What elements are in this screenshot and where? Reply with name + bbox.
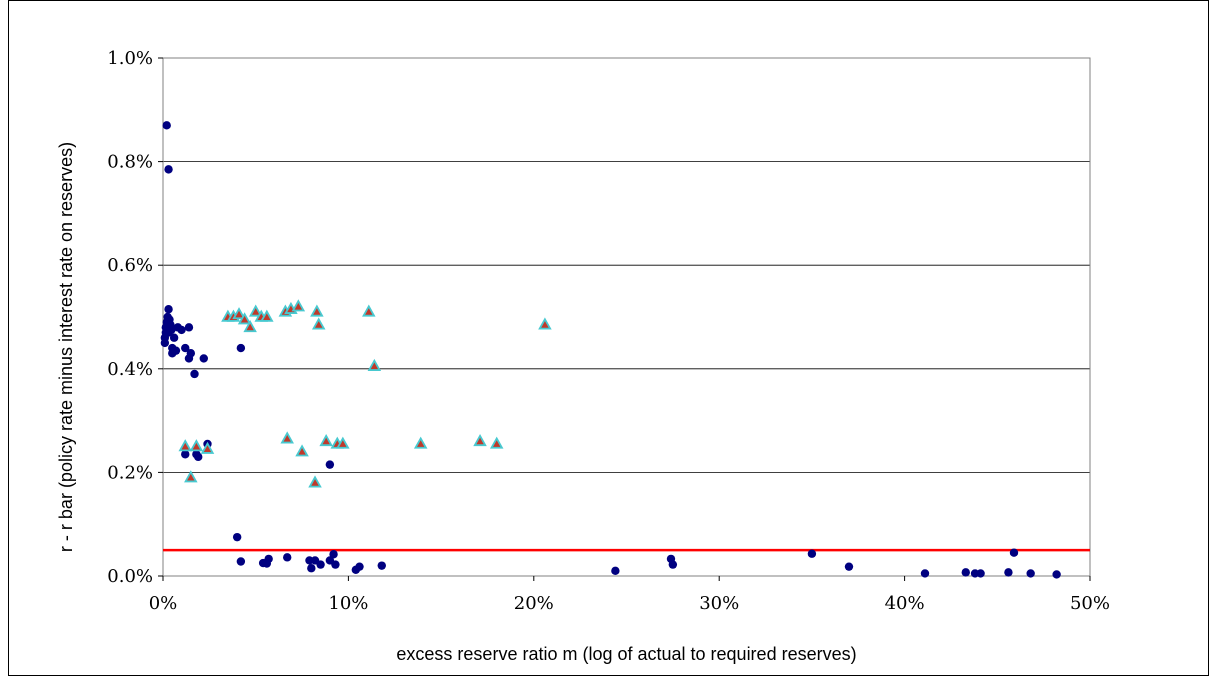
y-tick-label-5: 1.0% [107,48,153,69]
data-point-triangle-13 [362,304,376,317]
data-point-circle-40 [316,560,325,569]
data-point-triangle-21 [295,444,309,457]
data-point-circle-22 [184,354,194,363]
y-tick-label-1: 0.2% [107,462,153,483]
marks-layer [160,121,1061,579]
data-point-triangle-16 [178,439,193,452]
data-point-triangle-28 [489,436,504,449]
data-point-circle-24 [199,354,208,363]
data-point-circle-42 [329,550,338,559]
data-point-triangle-25 [336,436,350,449]
x-tick-label-4: 40% [885,593,925,614]
data-point-circle-8 [164,305,173,314]
data-point-triangle-18 [189,439,204,452]
x-tick-label-3: 30% [699,593,739,614]
data-point-triangle-11 [310,304,324,317]
data-point-circle-47 [611,566,620,576]
data-point-circle-43 [331,560,340,569]
data-point-circle-19 [181,343,190,353]
data-point-triangle-23 [319,433,333,447]
data-point-circle-51 [844,562,854,571]
data-point-triangle-26 [413,436,428,449]
x-tick-label-0: 0% [149,593,178,614]
data-point-triangle-12 [311,317,326,330]
ticks-layer: 0.0% 0.2% 0.4% 0.6% 0.8% 1.0% 0% 10% 20% 30% 40% 50… [107,48,1110,614]
data-point-circle-28 [194,452,203,462]
data-point-circle-56 [1004,568,1013,577]
data-point-triangle-27 [473,433,487,447]
data-point-triangle-7 [260,309,274,322]
plot-area [162,57,1091,577]
data-point-circle-32 [236,557,246,566]
data-point-circle-35 [264,554,273,564]
data-point-triangle-17 [184,470,198,483]
data-point-circle-50 [807,549,817,558]
data-point-triangle-14 [367,358,382,371]
y-tick-label-4: 0.8% [107,152,153,173]
data-point-circle-16 [171,346,181,355]
x-tick-label-1: 10% [328,593,368,614]
data-point-circle-59 [1052,570,1061,579]
data-point-circle-30 [325,460,335,469]
data-point-circle-31 [232,532,242,542]
data-point-circle-23 [190,369,199,379]
data-point-circle-25 [236,343,246,353]
x-axis-title: excess reserve ratio m (log of actual to… [396,644,856,664]
data-point-circle-15 [169,333,179,342]
data-point-circle-1 [164,165,173,174]
data-point-circle-18 [177,325,186,335]
data-point-circle-45 [355,562,364,571]
data-point-triangle-5 [248,304,263,317]
data-point-circle-20 [184,323,194,332]
data-point-circle-46 [377,561,386,570]
data-point-circle-38 [307,564,316,573]
data-point-triangle-3 [237,312,252,325]
chart-frame [8,0,1209,676]
x-tick-label-2: 20% [514,593,554,614]
data-point-circle-57 [1009,548,1019,557]
data-point-triangle-19 [200,441,215,454]
x-tick-label-5: 50% [1070,593,1110,614]
data-point-circle-55 [976,569,985,578]
y-tick-label-3: 0.6% [107,255,153,276]
data-point-circle-53 [961,568,970,577]
data-point-circle-0 [162,121,171,130]
data-point-triangle-4 [243,320,257,333]
data-point-triangle-2 [232,307,246,320]
data-point-triangle-15 [538,317,552,330]
grid-layer [163,161,1090,473]
data-point-triangle-10 [291,299,306,312]
data-point-circle-49 [668,560,678,569]
data-point-triangle-22 [308,475,322,488]
data-point-circle-58 [1026,569,1035,578]
y-axis-title: r - r bar (policy rate minus interest ra… [56,142,76,552]
data-point-triangle-20 [280,431,294,444]
data-point-circle-52 [920,569,930,578]
y-tick-label-2: 0.4% [107,359,153,380]
data-point-circle-12 [167,325,176,335]
data-point-circle-26 [181,450,190,459]
data-point-circle-36 [283,553,292,562]
y-tick-label-0: 0.0% [107,566,153,587]
